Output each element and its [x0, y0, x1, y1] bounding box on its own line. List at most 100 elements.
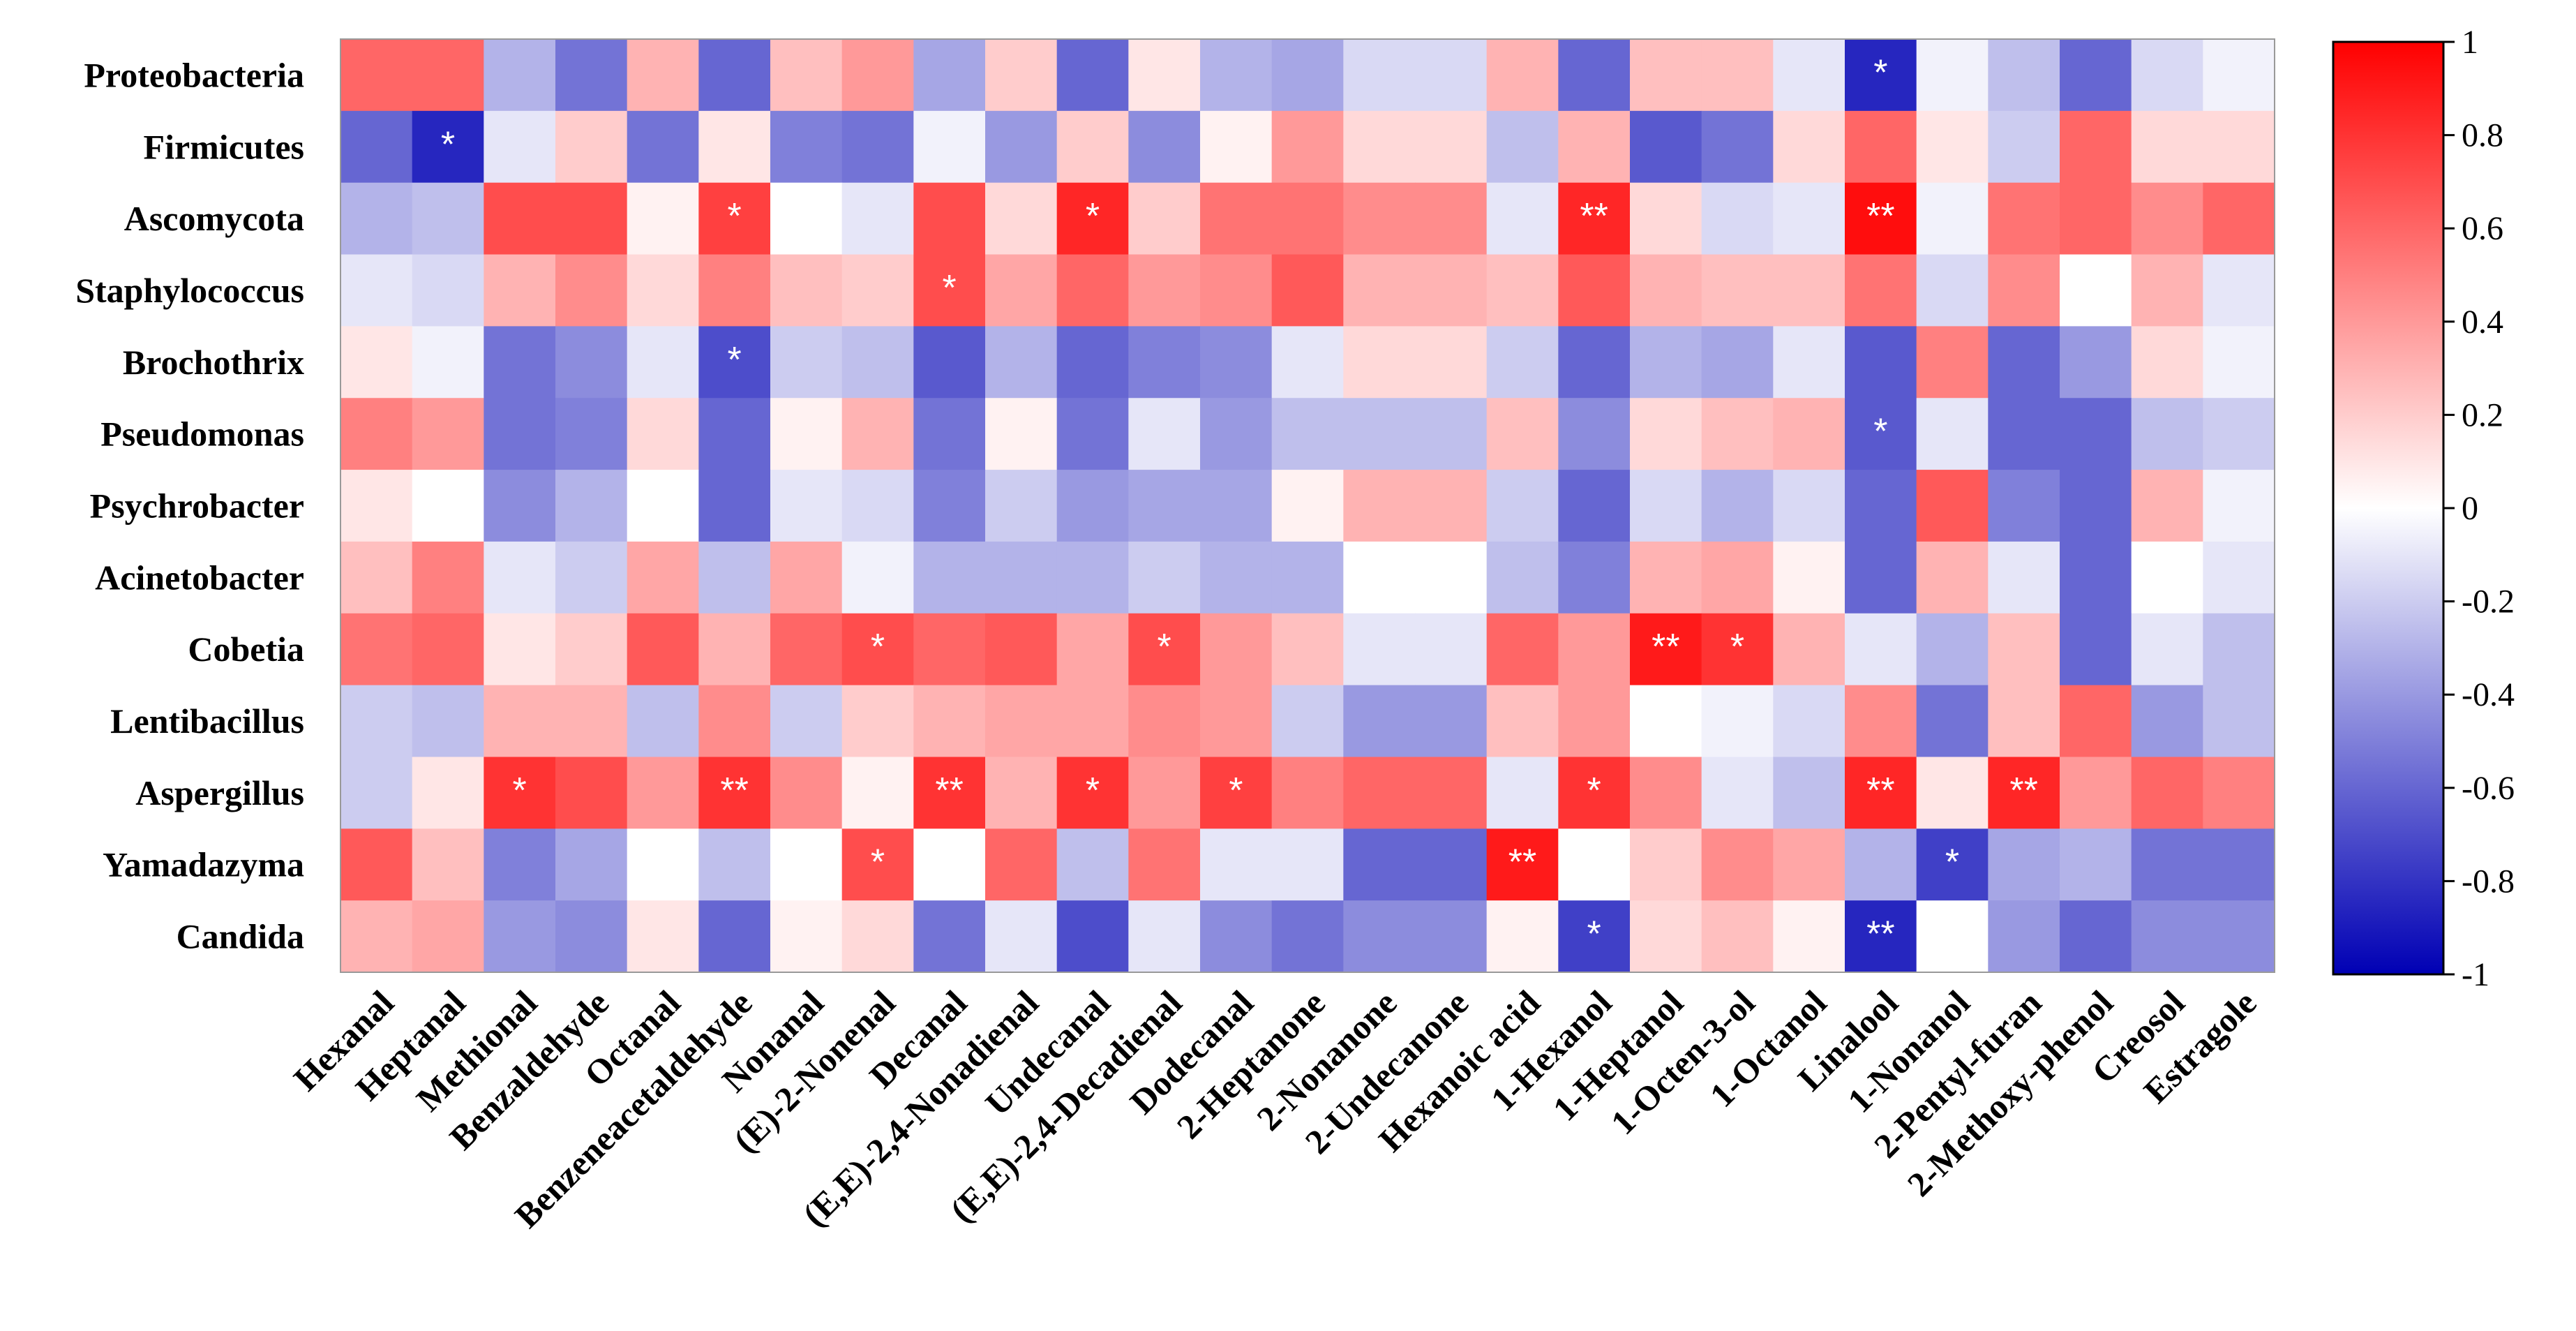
heatmap-cell: [1056, 685, 1129, 758]
heatmap-cell: [1486, 613, 1559, 686]
heatmap-cell: [1916, 900, 1989, 973]
heatmap-cell: [1988, 326, 2060, 399]
heatmap-cell: [1558, 398, 1631, 470]
color-scale-tick-label: 0.8: [2462, 117, 2503, 154]
heatmap-cell: [1343, 254, 1416, 327]
heatmap-cell: [2203, 398, 2275, 470]
heatmap-cell: [1056, 828, 1129, 901]
heatmap-cell: [2203, 39, 2275, 112]
color-scale-tick-label: -1: [2462, 956, 2489, 993]
heatmap-cell: [698, 685, 771, 758]
heatmap-cell: [1056, 39, 1129, 112]
heatmap-cell: [1486, 326, 1559, 399]
significance-marker: *: [1229, 771, 1243, 811]
heatmap-cell: [1988, 613, 2060, 686]
row-label: Firmicutes: [144, 127, 304, 166]
heatmap-cell: [555, 470, 628, 542]
heatmap-cell: [1773, 326, 1845, 399]
heatmap-cell: [627, 254, 699, 327]
heatmap-cell: [2060, 39, 2132, 112]
heatmap-cell: [698, 470, 771, 542]
heatmap-cell: [1845, 398, 1917, 470]
heatmap-cell: [1988, 470, 2060, 542]
heatmap-cell: [484, 39, 556, 112]
heatmap-cell: [412, 182, 484, 255]
heatmap-cell: [1916, 254, 1989, 327]
heatmap-cell: [2203, 685, 2275, 758]
heatmap-cell: [1271, 613, 1344, 686]
heatmap-cell: [1056, 470, 1129, 542]
heatmap-cell: [484, 613, 556, 686]
row-labels: Proteobacteria Firmicutes Ascomycota Staphy…: [75, 55, 304, 956]
heatmap-cell: [913, 900, 986, 973]
heatmap-cell: [1200, 398, 1273, 470]
heatmap-cell: [484, 757, 556, 829]
heatmap-cell: [1271, 182, 1344, 255]
heatmap-cell: [1558, 541, 1631, 614]
heatmap-cell: [1415, 398, 1488, 470]
heatmap-cell: [985, 470, 1058, 542]
heatmap-cell: [2131, 110, 2203, 184]
heatmap-cell: [2203, 470, 2275, 542]
heatmap-cell: [412, 685, 484, 758]
heatmap-cell: [2131, 900, 2203, 973]
heatmap-cell: [1558, 757, 1631, 829]
heatmap-cell: [627, 757, 699, 829]
heatmap-cell: [1343, 470, 1416, 542]
heatmap-cell: [555, 757, 628, 829]
heatmap-cell: [2060, 685, 2132, 758]
heatmap-cell: [555, 398, 628, 470]
heatmap-cell: [1128, 398, 1201, 470]
heatmap-cell: [1415, 541, 1488, 614]
heatmap-frame: [340, 38, 2275, 973]
heatmap-cell: [1845, 182, 1917, 255]
heatmap-cell: [1916, 39, 1989, 112]
significance-marker: *: [871, 842, 885, 883]
heatmap-cell: [1200, 39, 1273, 112]
heatmap-cell: [698, 398, 771, 470]
heatmap-cell: [2060, 182, 2132, 255]
heatmap-cell: [412, 613, 484, 686]
heatmap-cell: [698, 182, 771, 255]
heatmap-cell: [985, 757, 1058, 829]
heatmap-cell: [340, 757, 413, 829]
heatmap-cell: [1200, 470, 1273, 542]
heatmap-cell: [1988, 685, 2060, 758]
heatmap-cell: [1271, 254, 1344, 327]
significance-marker: *: [513, 771, 527, 811]
heatmap-cell: [1486, 110, 1559, 184]
heatmap-cell: [1128, 757, 1201, 829]
significance-marker: **: [720, 771, 748, 811]
heatmap-cell: [340, 39, 413, 112]
heatmap-cell: [2131, 182, 2203, 255]
heatmap-cell: [2131, 541, 2203, 614]
heatmap-cell: [1558, 828, 1631, 901]
heatmap-cell: [1128, 613, 1201, 686]
heatmap-cell: [1845, 541, 1917, 614]
heatmap-cell: [340, 613, 413, 686]
heatmap-cell: [1630, 398, 1702, 470]
heatmap-cell: [985, 541, 1058, 614]
heatmap-cell: [1845, 685, 1917, 758]
heatmap-cell: [1558, 326, 1631, 399]
heatmap-cell: [1988, 39, 2060, 112]
heatmap-cell: [1415, 613, 1488, 686]
heatmap-cell: [1415, 470, 1488, 542]
heatmap-cell: [1916, 470, 1989, 542]
heatmap-cell: [913, 541, 986, 614]
heatmap-cell: [1128, 110, 1201, 184]
row-label: Proteobacteria: [84, 55, 304, 94]
heatmap-cell: [985, 900, 1058, 973]
color-scale-tick-label: -0.8: [2462, 863, 2515, 900]
heatmap-cell: [985, 39, 1058, 112]
heatmap-cell: [1343, 613, 1416, 686]
heatmap-cell: [340, 541, 413, 614]
heatmap-cell: [412, 110, 484, 184]
heatmap-cell: [1271, 398, 1344, 470]
heatmap-cell: [1701, 685, 1774, 758]
color-scale-tick-label: -0.4: [2462, 676, 2515, 713]
heatmap-cell: [1200, 828, 1273, 901]
heatmap-cell: [1128, 685, 1201, 758]
heatmap-cell: [1630, 828, 1702, 901]
heatmap-cell: [985, 828, 1058, 901]
